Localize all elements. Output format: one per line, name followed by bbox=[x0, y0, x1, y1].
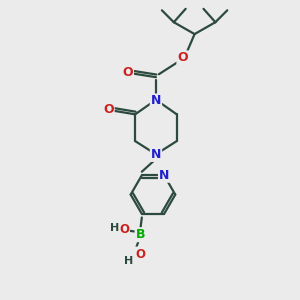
Text: O: O bbox=[119, 223, 129, 236]
Text: H: H bbox=[124, 256, 134, 266]
Text: O: O bbox=[103, 103, 114, 116]
Text: O: O bbox=[135, 248, 145, 260]
Text: O: O bbox=[177, 51, 188, 64]
Text: H: H bbox=[110, 224, 119, 233]
Text: N: N bbox=[151, 148, 161, 161]
Text: N: N bbox=[159, 169, 169, 182]
Text: O: O bbox=[122, 66, 133, 79]
Text: B: B bbox=[136, 228, 145, 241]
Text: N: N bbox=[151, 94, 161, 107]
